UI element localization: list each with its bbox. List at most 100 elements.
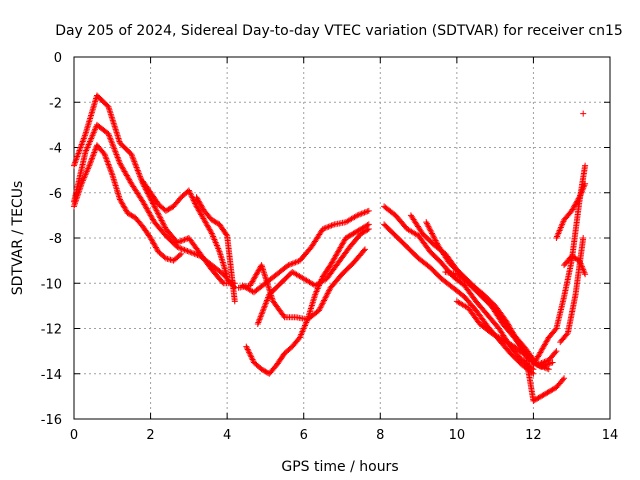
data-point-marker	[180, 237, 187, 244]
data-point-marker	[107, 165, 114, 172]
data-point-marker	[231, 298, 238, 305]
series-track-8	[254, 225, 372, 327]
data-point-marker	[535, 361, 542, 368]
data-point-marker	[361, 246, 368, 253]
data-point-marker	[101, 151, 108, 158]
data-point-marker	[129, 154, 136, 161]
data-point-marker	[134, 167, 141, 174]
data-point-marker	[364, 208, 371, 215]
data-point-marker	[246, 350, 253, 357]
data-point-marker	[190, 250, 197, 257]
data-point-marker	[105, 130, 112, 137]
x-tick-label: 0	[70, 428, 78, 443]
data-point-marker	[181, 236, 188, 243]
data-point-marker	[102, 152, 109, 159]
data-point-marker	[426, 226, 433, 233]
data-point-marker	[158, 217, 165, 224]
data-point-marker	[261, 304, 268, 311]
data-point-marker	[360, 210, 367, 217]
data-point-marker	[114, 154, 121, 161]
data-point-marker	[328, 222, 335, 229]
data-point-marker	[192, 201, 199, 208]
data-point-marker	[365, 225, 372, 232]
data-point-marker	[354, 212, 361, 219]
data-point-marker	[248, 355, 255, 362]
data-point-marker	[184, 248, 191, 255]
data-point-marker	[129, 152, 136, 159]
data-point-marker	[116, 158, 123, 165]
data-point-marker	[329, 221, 336, 228]
data-point-marker	[325, 289, 332, 296]
data-point-marker	[255, 319, 262, 326]
data-point-marker	[358, 210, 365, 217]
data-point-marker	[176, 251, 183, 258]
data-point-marker	[152, 204, 159, 211]
data-point-marker	[187, 191, 194, 198]
data-point-marker	[86, 161, 93, 168]
series-track-11	[381, 221, 537, 377]
data-point-marker	[285, 262, 292, 269]
data-point-marker	[157, 214, 164, 221]
data-point-marker	[87, 158, 94, 165]
data-point-marker	[327, 223, 334, 230]
data-point-marker	[321, 297, 328, 304]
data-point-marker	[178, 245, 185, 252]
data-point-marker	[432, 237, 439, 244]
data-point-marker	[91, 149, 98, 156]
data-point-marker	[322, 294, 329, 301]
data-point-marker	[159, 218, 166, 225]
data-point-marker	[542, 358, 549, 365]
data-point-marker	[155, 211, 162, 218]
data-point-marker	[580, 110, 587, 117]
series-track-5	[193, 194, 238, 305]
data-point-marker	[582, 180, 589, 187]
data-point-marker	[262, 300, 269, 307]
data-point-marker	[72, 198, 79, 205]
data-point-marker	[224, 273, 231, 280]
data-point-marker	[264, 295, 271, 302]
data-point-marker	[260, 306, 267, 313]
data-point-marker	[245, 347, 252, 354]
data-point-marker	[103, 157, 110, 164]
data-point-marker	[361, 209, 368, 216]
data-point-marker	[540, 359, 546, 366]
data-point-marker	[175, 244, 182, 251]
data-point-marker	[106, 164, 113, 171]
data-point-marker	[575, 195, 582, 202]
data-point-marker	[131, 160, 138, 167]
data-point-marker	[263, 298, 270, 305]
data-point-marker	[318, 301, 325, 308]
data-point-marker	[352, 213, 359, 220]
data-point-marker	[259, 307, 266, 314]
data-point-marker	[194, 251, 201, 258]
data-point-marker	[109, 141, 116, 148]
y-tick-label: -16	[41, 413, 62, 428]
data-point-marker	[254, 320, 261, 327]
data-point-marker	[357, 211, 364, 218]
data-point-marker	[89, 153, 96, 160]
data-point-marker	[108, 170, 115, 177]
series-track-9	[239, 207, 372, 296]
data-point-marker	[128, 151, 135, 158]
x-tick-label: 14	[602, 428, 619, 443]
data-point-marker	[319, 225, 326, 232]
data-point-marker	[294, 258, 301, 265]
data-point-marker	[291, 259, 298, 266]
data-point-marker	[582, 271, 589, 278]
data-point-marker	[433, 238, 440, 245]
data-point-marker	[156, 213, 163, 220]
data-point-marker	[106, 162, 113, 169]
data-point-marker	[106, 133, 113, 140]
data-point-marker	[326, 287, 333, 294]
data-point-marker	[134, 165, 141, 172]
data-point-marker	[362, 208, 369, 215]
data-point-marker	[360, 247, 367, 254]
data-point-marker	[208, 229, 215, 236]
data-point-marker	[316, 305, 323, 312]
data-point-marker	[154, 210, 161, 217]
data-point-marker	[110, 142, 117, 149]
data-point-marker	[256, 316, 263, 323]
data-point-marker	[244, 346, 251, 353]
data-point-marker	[355, 211, 362, 218]
data-point-marker	[87, 159, 94, 166]
